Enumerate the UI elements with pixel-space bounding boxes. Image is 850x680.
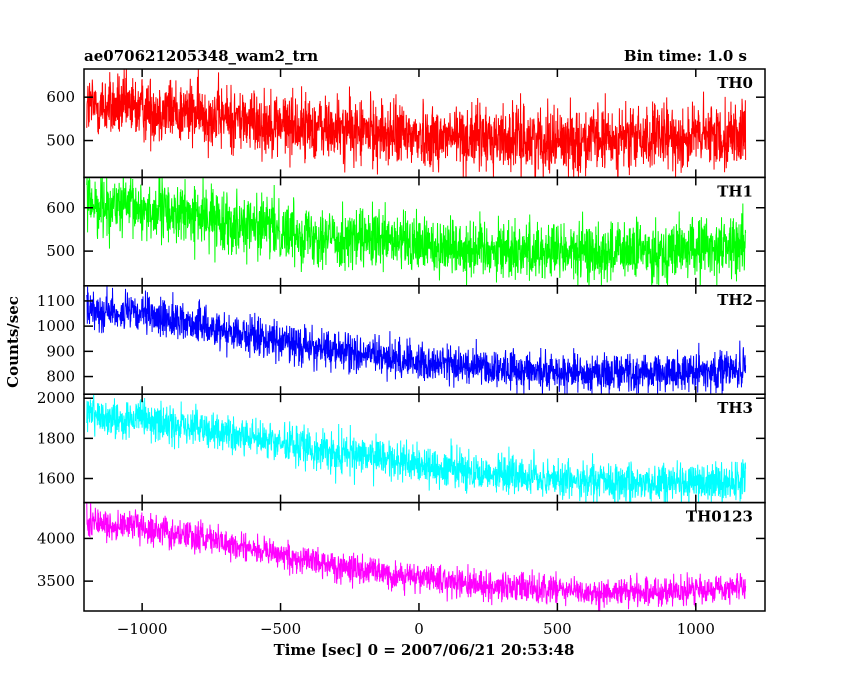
x-tick-label: 1000: [677, 620, 715, 638]
series-th1: [86, 177, 747, 286]
panel-th3: 1600 1800 2000 TH3: [37, 389, 766, 504]
panel-label: TH3: [717, 399, 753, 417]
series-th0123: [86, 502, 747, 612]
bin-time-label: Bin time: 1.0 s: [624, 47, 747, 65]
y-tick-label: 1100: [37, 292, 75, 310]
panel-label: TH0123: [686, 508, 753, 526]
panel-th2: 800 900 1000 1100 TH2: [37, 285, 766, 395]
x-tick-label: 500: [543, 620, 572, 638]
y-tick-label: 1600: [37, 470, 75, 488]
panel-frame: [83, 501, 766, 612]
panel-th1: 500 600 TH1: [46, 176, 766, 287]
panel-frame: [83, 393, 766, 504]
series-th0: [86, 69, 747, 178]
x-axis-label: Time [sec] 0 = 2007/06/21 20:53:48: [274, 641, 575, 659]
x-tick-label: 0: [414, 620, 424, 638]
y-tick-label: 600: [46, 88, 75, 106]
y-tick-label: 3500: [37, 572, 75, 590]
y-tick-label: 900: [46, 342, 75, 360]
y-tick-label: 1800: [37, 429, 75, 447]
series-th3: [86, 394, 747, 503]
y-tick-label: 1000: [37, 317, 75, 335]
y-tick-label: 500: [46, 132, 75, 150]
panel-th0123: 3500 4000 TH0123: [37, 501, 766, 612]
y-tick-label: 4000: [37, 529, 75, 547]
panel-th0: 500 600 TH0: [46, 68, 766, 179]
y-axis-label: Counts/sec: [4, 296, 22, 388]
panel-label: TH2: [717, 291, 753, 309]
panel-label: TH1: [717, 182, 753, 200]
x-tick-label: −500: [260, 620, 301, 638]
y-tick-label: 2000: [37, 389, 75, 407]
x-tick-label: −1000: [117, 620, 168, 638]
y-tick-label: 600: [46, 199, 75, 217]
y-tick-label: 800: [46, 368, 75, 386]
chart-title: ae070621205348_wam2_trn: [84, 47, 318, 65]
series-th2: [86, 285, 747, 395]
panel-label: TH0: [717, 74, 753, 92]
y-tick-label: 500: [46, 242, 75, 260]
